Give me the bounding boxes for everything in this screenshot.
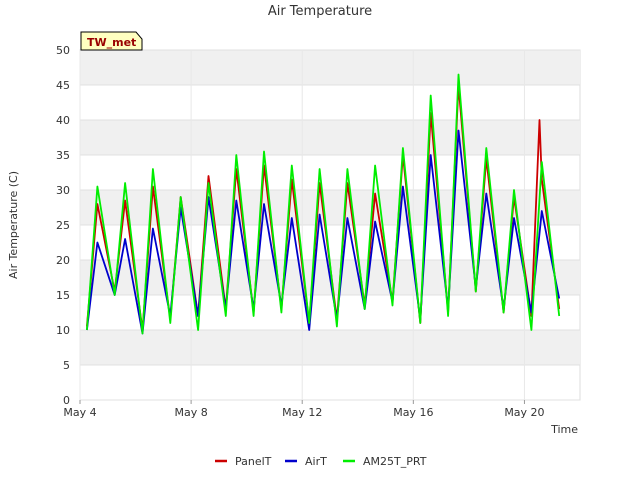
y-tick-label: 20 [56, 254, 70, 267]
legend-label: PanelT [235, 455, 272, 468]
plot-band [80, 50, 580, 85]
y-axis: 0 5 10 15 20 25 30 35 40 45 50 [56, 44, 70, 407]
y-tick-label: 35 [56, 149, 70, 162]
y-tick-label: 10 [56, 324, 70, 337]
chart-title: Air Temperature [268, 4, 372, 19]
y-tick-label: 50 [56, 44, 70, 57]
grid-lines [79, 49, 580, 401]
station-label: TW_met [87, 36, 136, 49]
y-tick-label: 45 [56, 79, 70, 92]
legend-label: AirT [305, 455, 327, 468]
station-badge-shape [80, 31, 143, 51]
plot-band [80, 330, 580, 365]
legend: PanelT AirT AM25T_PRT [215, 455, 427, 468]
plot-band [80, 190, 580, 225]
y-tick-label: 30 [56, 184, 70, 197]
series-line-airt [86, 129, 561, 335]
legend-label: AM25T_PRT [363, 455, 427, 468]
x-tick-label: May 4 [63, 406, 96, 419]
y-tick-label: 5 [63, 359, 70, 372]
x-axis: May 4 May 8 May 12 May 16 May 20 [63, 400, 545, 419]
plot-band [80, 120, 580, 155]
y-axis-label: Air Temperature (C) [7, 171, 20, 279]
y-tick-label: 0 [63, 394, 70, 407]
y-tick-label: 15 [56, 289, 70, 302]
y-tick-label: 25 [56, 219, 70, 232]
series-layer [86, 73, 561, 335]
x-axis-label: Time [550, 423, 578, 436]
series-line-am25t-prt [86, 73, 561, 335]
x-tick-label: May 20 [504, 406, 544, 419]
station-badge: TW_met [80, 31, 143, 51]
x-tick-label: May 12 [282, 406, 322, 419]
x-tick-label: May 8 [174, 406, 207, 419]
y-tick-label: 40 [56, 114, 70, 127]
x-tick-label: May 16 [393, 406, 433, 419]
